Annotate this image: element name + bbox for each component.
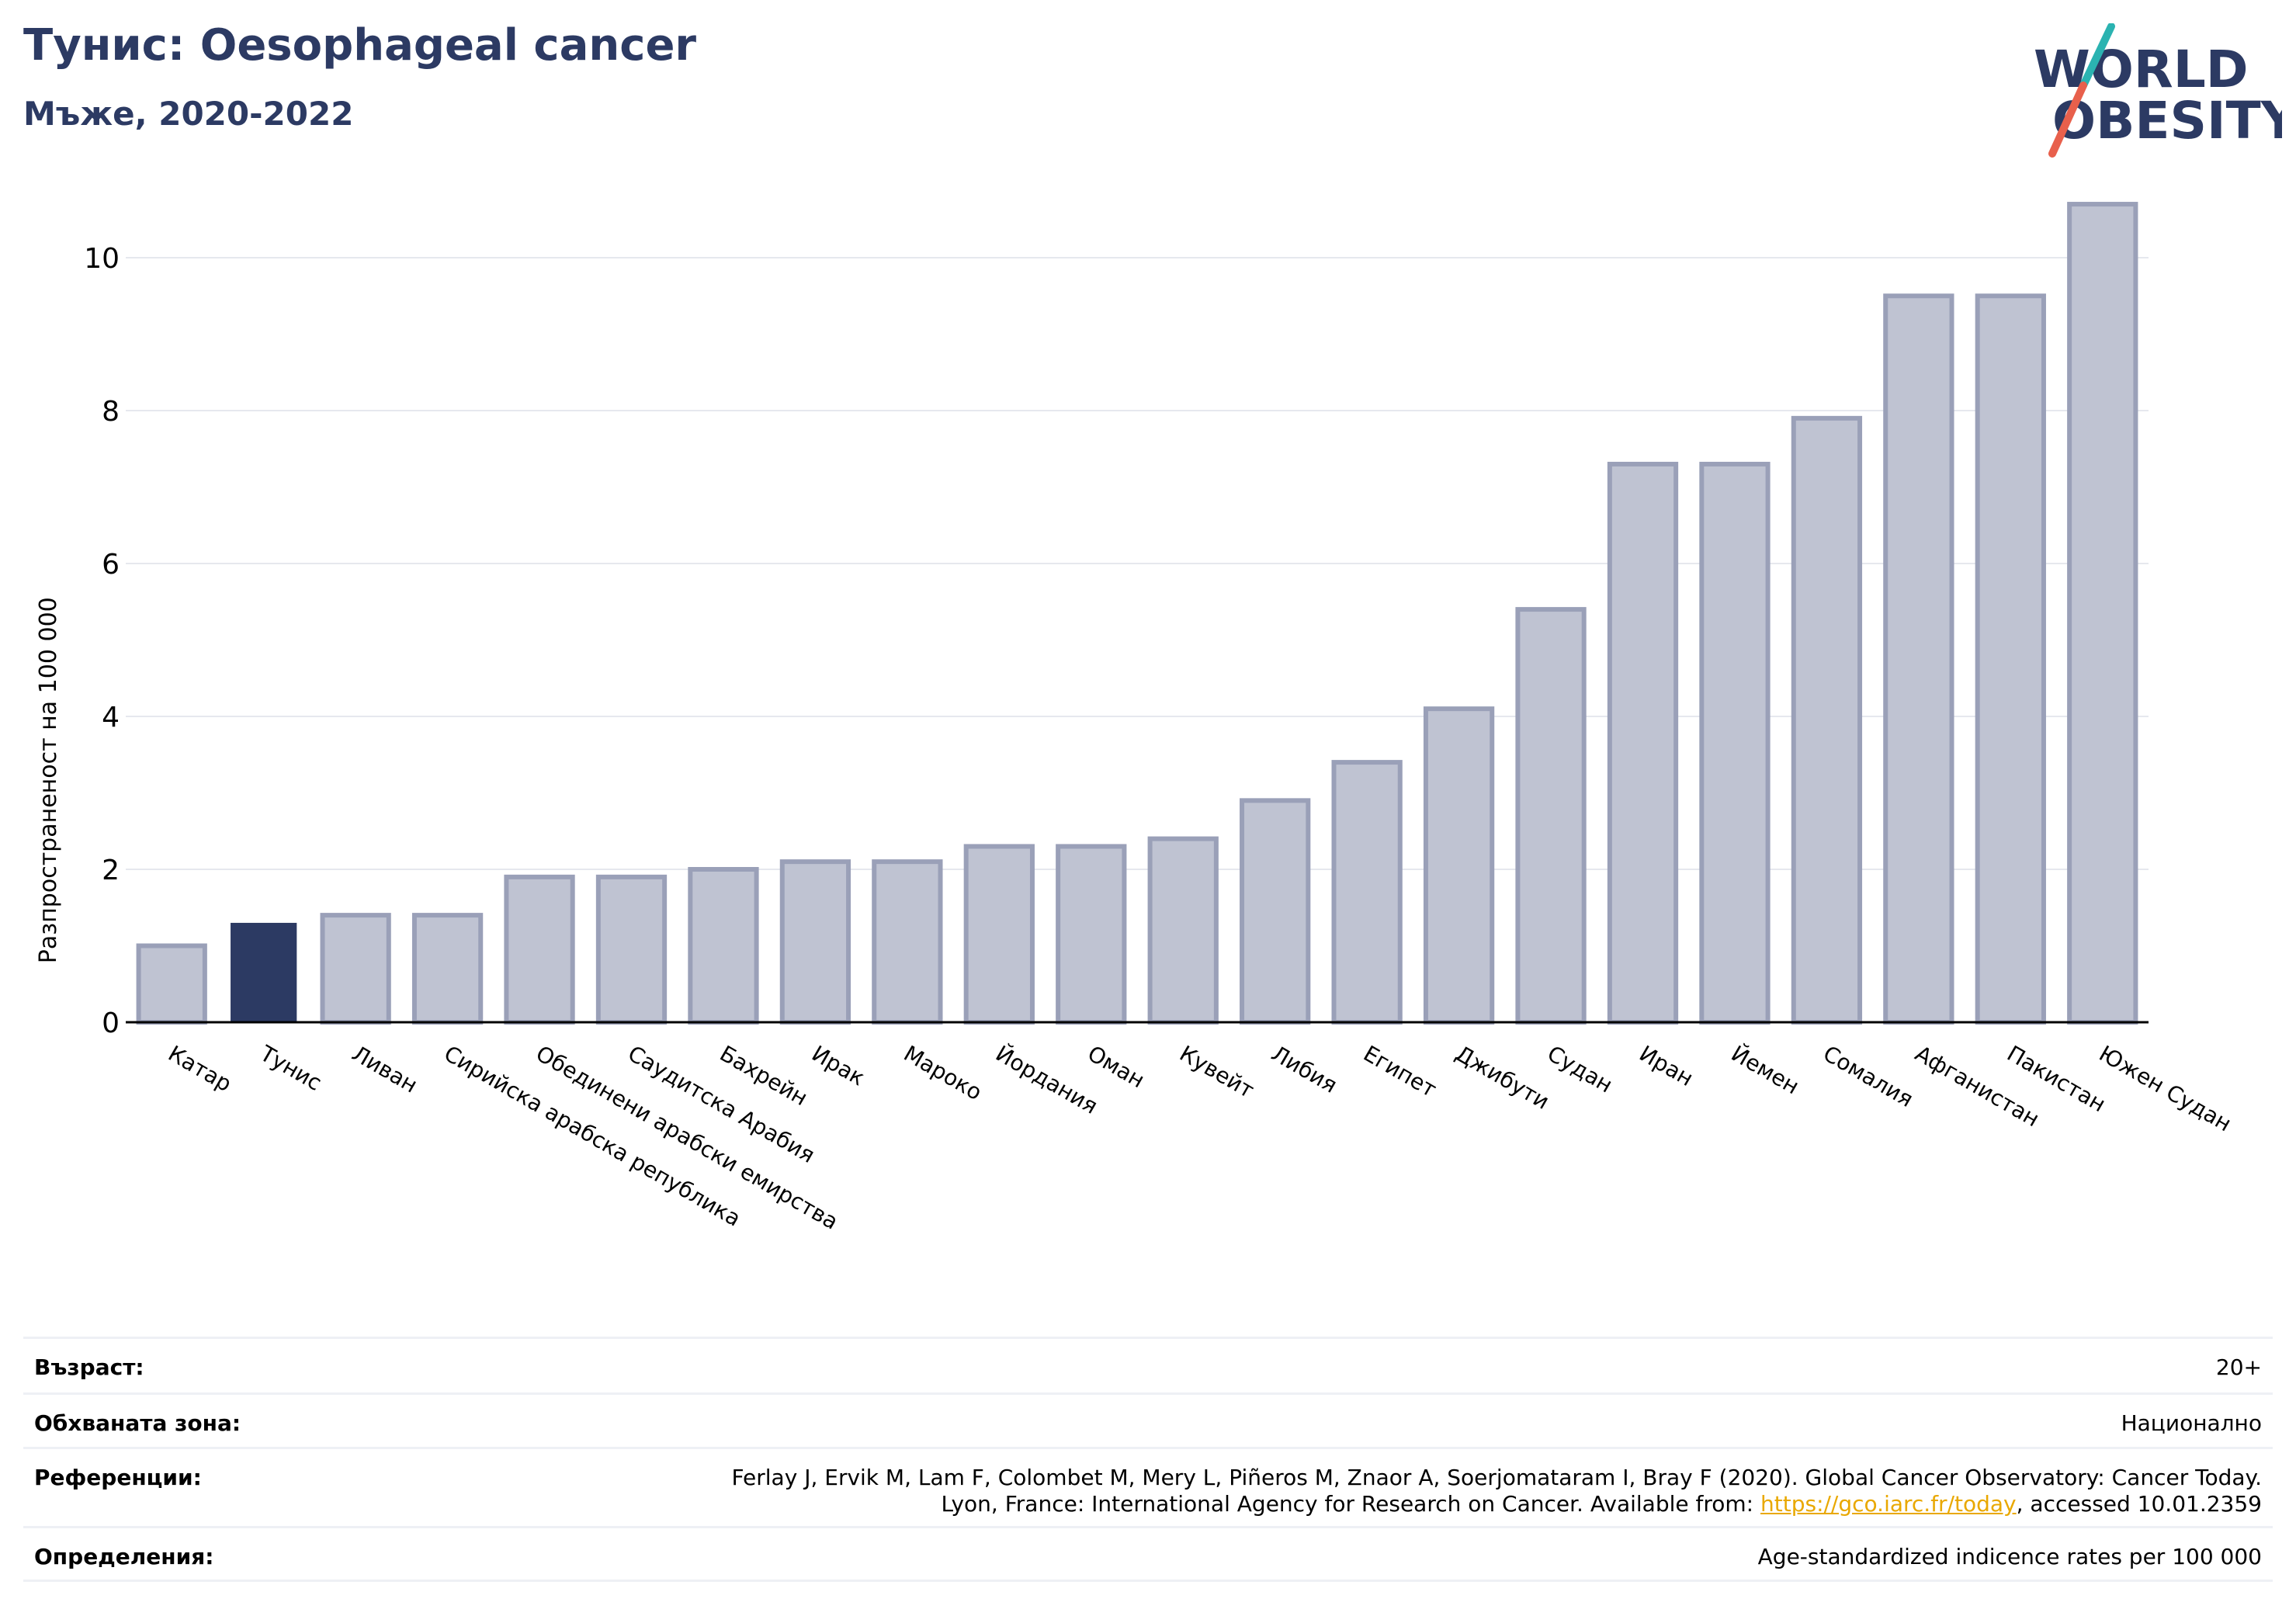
info-table: Възраст: 20+ Обхваната зона: Национално … xyxy=(23,1337,2273,1582)
references-link[interactable]: https://gco.iarc.fr/today xyxy=(1760,1490,2017,1517)
bar xyxy=(411,913,484,1025)
x-tick-label: Египет xyxy=(1359,1040,1441,1102)
x-tick-label: Южен Судан xyxy=(2095,1040,2236,1136)
logo-slash-red xyxy=(2048,81,2087,158)
bar xyxy=(1515,607,1587,1025)
x-tick-label: Судан xyxy=(1543,1040,1617,1098)
logo-text-world: WORLD xyxy=(2034,40,2249,99)
bar xyxy=(1883,293,1954,1025)
bar xyxy=(1975,293,2046,1025)
bar xyxy=(688,867,759,1025)
y-tick-label: 2 xyxy=(102,855,120,886)
x-tick-label: Ливан xyxy=(348,1040,421,1098)
x-tick-label: Либия xyxy=(1268,1040,1342,1098)
x-tick-label: Ирак xyxy=(807,1040,869,1091)
info-row-age: Възраст: 20+ xyxy=(23,1337,2273,1392)
references-value: Ferlay J, Ervik M, Lam F, Colombet M, Me… xyxy=(731,1465,2262,1517)
y-tick-label: 6 xyxy=(102,549,120,581)
y-tick-label: 0 xyxy=(102,1007,120,1039)
x-tick-label: Мароко xyxy=(900,1040,987,1105)
y-tick-label: 4 xyxy=(102,702,120,733)
x-tick-label: Йемен xyxy=(1727,1040,1804,1100)
info-row-coverage: Обхваната зона: Национално xyxy=(23,1392,2273,1447)
bar xyxy=(1147,836,1219,1025)
bar xyxy=(2067,202,2138,1025)
logo-text-obesity: OBESITY xyxy=(2052,91,2282,151)
x-tick-label: Иран xyxy=(1635,1040,1698,1091)
bar xyxy=(1607,461,1679,1025)
references-line2-prefix: Lyon, France: International Agency for R… xyxy=(941,1490,1760,1517)
bar xyxy=(231,922,297,1022)
x-tick-label: Йордания xyxy=(991,1040,1102,1119)
x-tick-label: Катар xyxy=(164,1040,236,1097)
bar xyxy=(504,874,575,1025)
age-label: Възраст: xyxy=(34,1354,144,1380)
bar xyxy=(1240,798,1311,1025)
bar xyxy=(779,859,851,1025)
y-tick-label: 10 xyxy=(84,243,120,275)
coverage-value: Национално xyxy=(2121,1410,2262,1436)
bar xyxy=(1056,844,1127,1025)
chart-title: Тунис: Oesophageal cancer xyxy=(23,20,697,71)
x-tick-label: Тунис xyxy=(255,1040,326,1096)
bar xyxy=(1423,706,1495,1025)
x-tick-label: Джибути xyxy=(1451,1040,1553,1114)
bar xyxy=(1331,760,1403,1025)
bar xyxy=(1791,415,1863,1025)
chart-subtitle: Мъже, 2020-2022 xyxy=(23,95,354,133)
references-line2-suffix: , accessed 10.01.2359 xyxy=(2016,1490,2262,1517)
x-tick-label: Кувейт xyxy=(1175,1040,1258,1103)
logo-slash-teal xyxy=(2079,23,2115,89)
references-line1: Ferlay J, Ervik M, Lam F, Colombet M, Me… xyxy=(731,1465,2262,1490)
world-obesity-logo: WORLD OBESITY xyxy=(2034,23,2282,158)
y-ticks-layer: 0 2 4 6 8 10 xyxy=(84,243,120,1039)
definitions-label: Определения: xyxy=(34,1544,214,1569)
info-row-references: Референции: Ferlay J, Ervik M, Lam F, Co… xyxy=(23,1447,2273,1526)
bar xyxy=(963,844,1035,1025)
bars-layer xyxy=(136,202,2138,1025)
definitions-value: Age-standardized indicence rates per 100… xyxy=(1757,1544,2262,1569)
bar xyxy=(136,943,207,1025)
y-tick-label: 8 xyxy=(102,396,120,428)
info-row-definitions: Определения: Age-standardized indicence … xyxy=(23,1526,2273,1582)
bar xyxy=(1699,461,1771,1025)
y-axis-label: Разпространеност на 100 000 xyxy=(35,597,62,963)
x-tick-label: Сомалия xyxy=(1819,1040,1917,1112)
bar xyxy=(595,874,668,1025)
bar xyxy=(872,859,943,1025)
x-tick-label: Оман xyxy=(1084,1040,1150,1093)
x-ticks-layer: Катар Тунис Ливан Сирийска арабска републик… xyxy=(164,1040,2235,1235)
bar xyxy=(320,913,391,1025)
references-label: Референции: xyxy=(34,1465,202,1490)
coverage-label: Обхваната зона: xyxy=(34,1410,241,1436)
age-value: 20+ xyxy=(2215,1354,2262,1380)
